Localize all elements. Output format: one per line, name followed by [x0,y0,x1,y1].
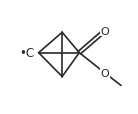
Text: O: O [101,68,109,78]
Text: O: O [101,26,109,36]
Text: •C: •C [19,47,34,60]
